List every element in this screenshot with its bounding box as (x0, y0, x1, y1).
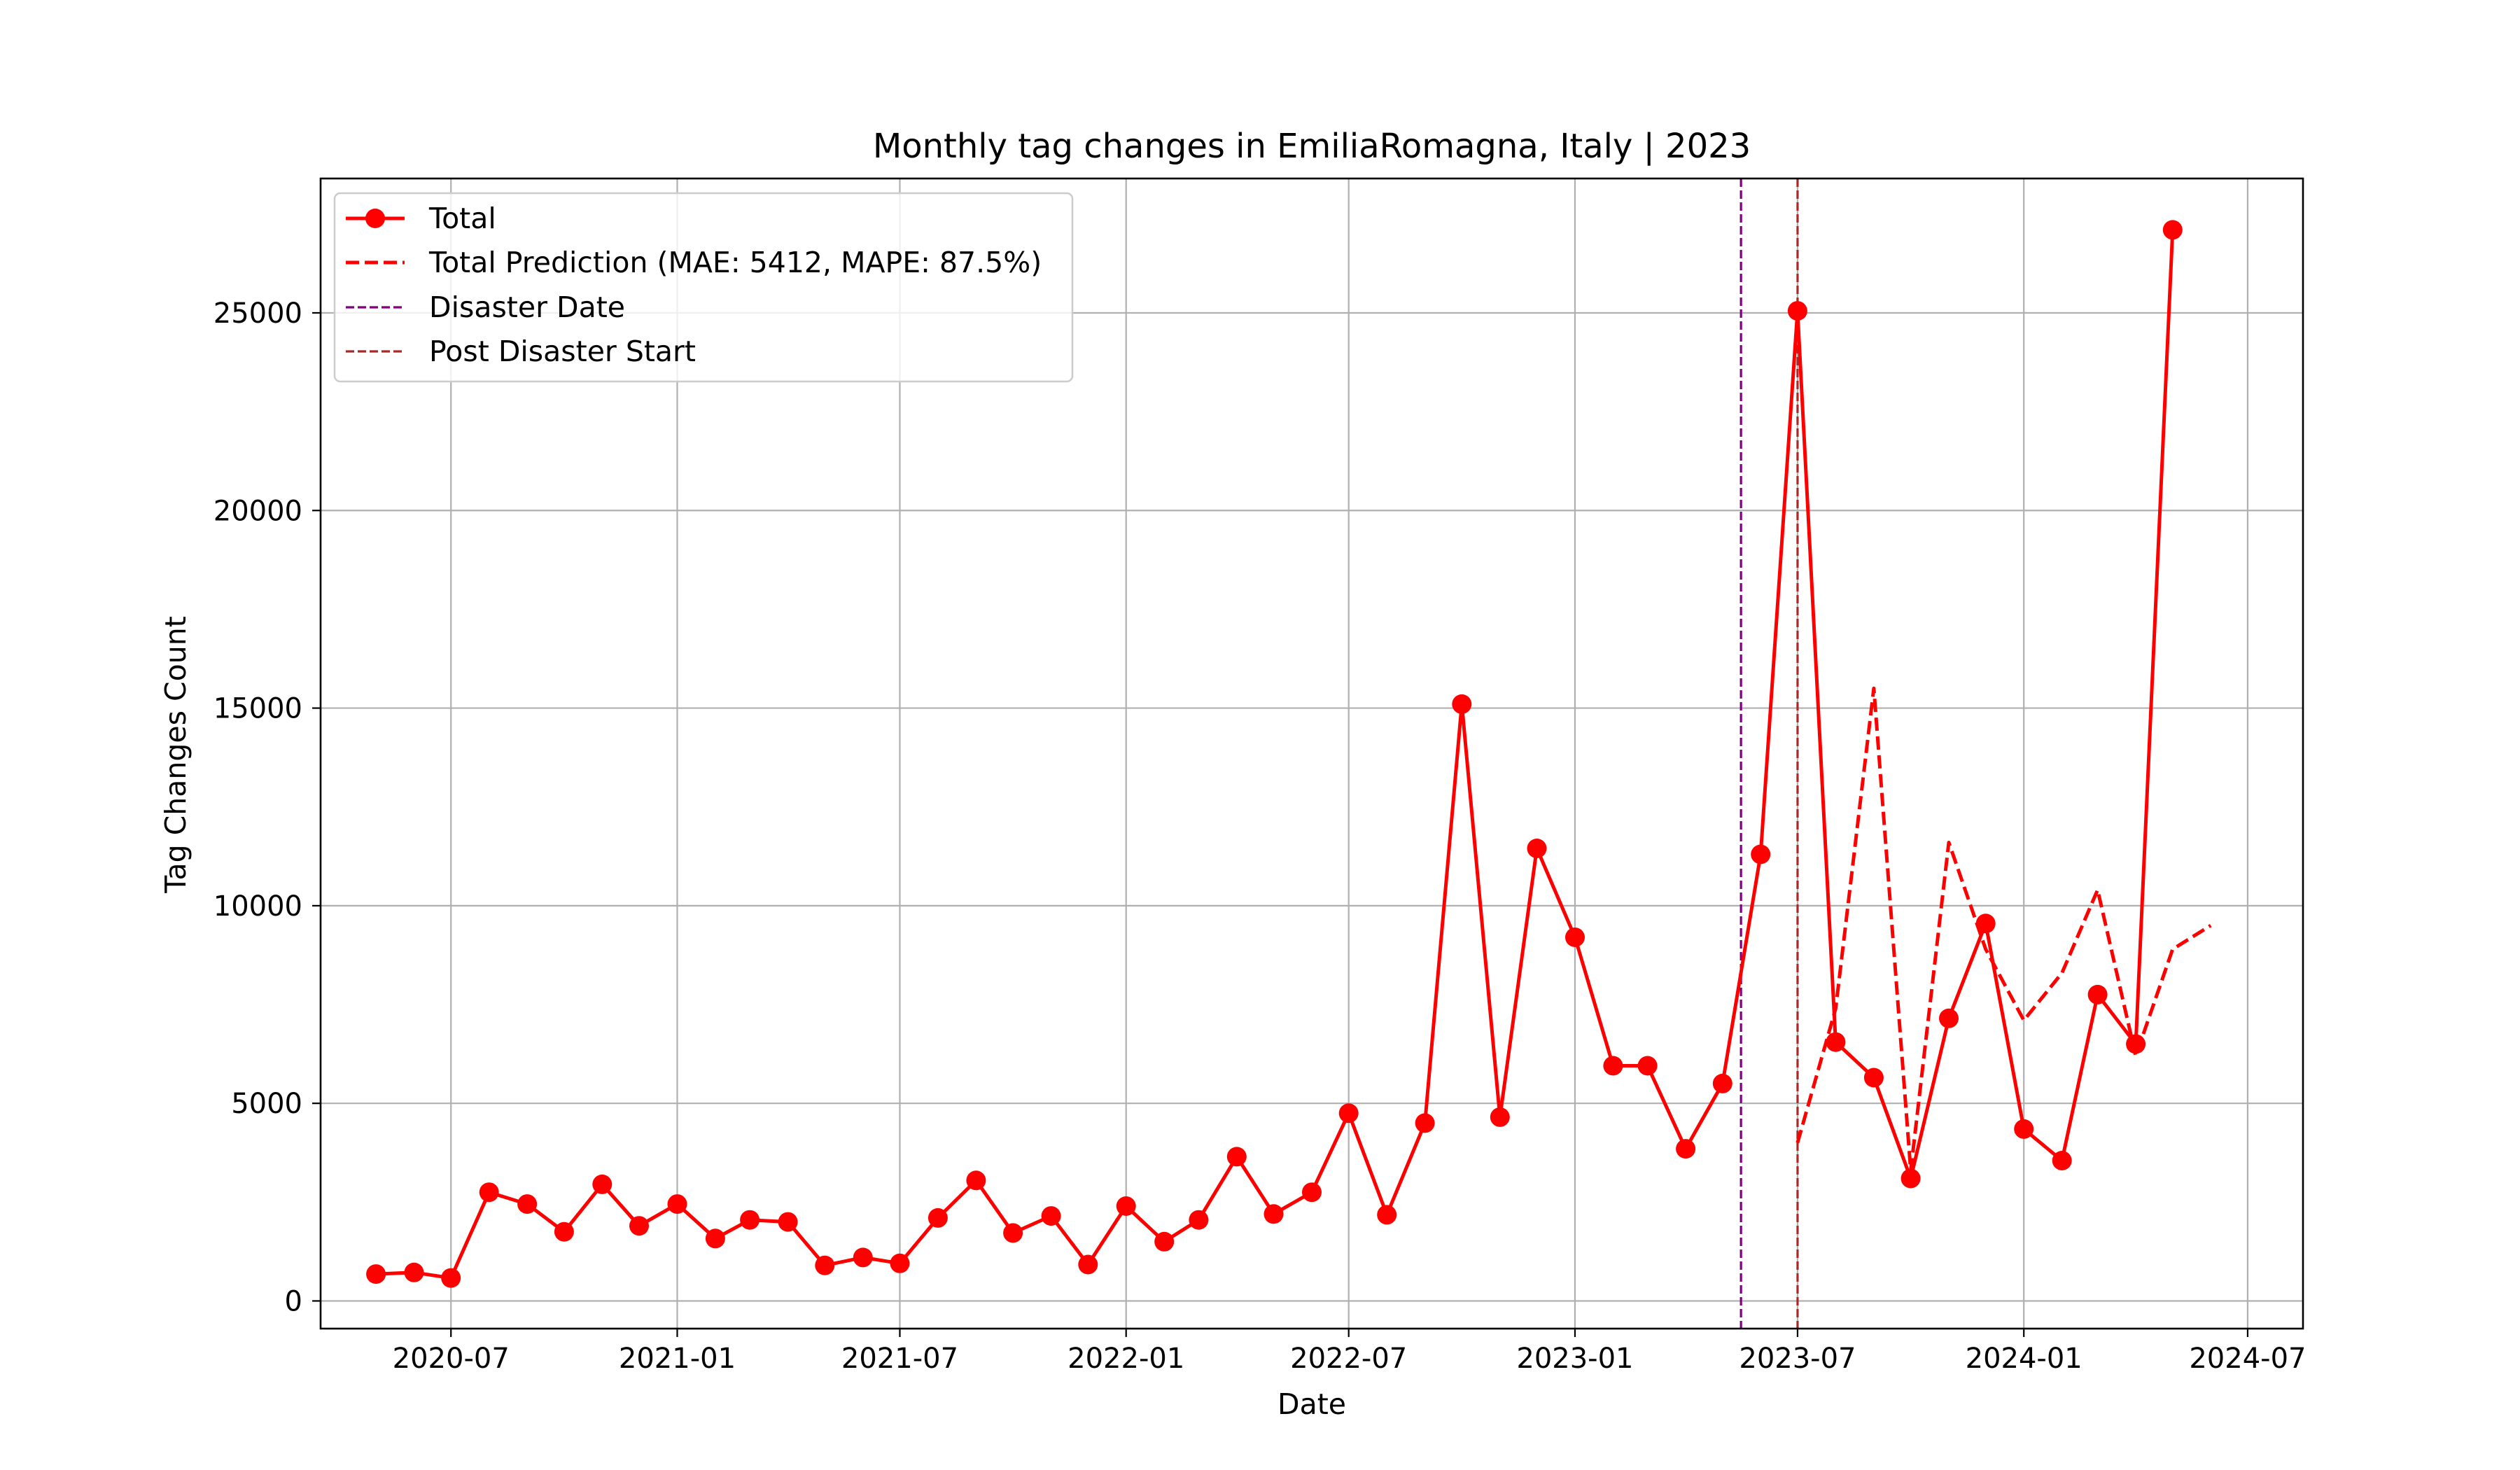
x-tick-label: 2020-07 (393, 1343, 510, 1375)
total-point (366, 1264, 386, 1284)
total-point (1339, 1103, 1359, 1123)
legend-label-total: Total (428, 202, 496, 235)
total-point (1751, 845, 1770, 864)
total-point (1452, 694, 1471, 714)
x-tick-label: 2021-01 (619, 1343, 736, 1375)
total-point (1788, 301, 1807, 321)
total-point (706, 1228, 725, 1248)
total-point (815, 1256, 834, 1275)
total-point (1078, 1255, 1098, 1275)
total-point (668, 1194, 687, 1214)
total-point (1490, 1107, 1510, 1127)
total-point (2014, 1119, 2033, 1139)
total-point (2163, 220, 2183, 239)
x-axis-title: Date (1278, 1387, 1346, 1421)
y-axis-title: Tag Changes Count (159, 616, 192, 894)
total-point (1901, 1169, 1921, 1189)
legend-marker-total (365, 209, 385, 228)
total-point (1042, 1206, 1061, 1226)
x-tick-label: 2022-07 (1290, 1343, 1407, 1375)
total-point (479, 1182, 499, 1202)
x-tick-label: 2022-01 (1068, 1343, 1184, 1375)
total-point (1527, 839, 1547, 858)
total-line (376, 230, 2173, 1278)
y-tick-label: 20000 (214, 495, 302, 527)
total-point (1302, 1182, 1322, 1202)
x-tick-label: 2023-07 (1739, 1343, 1856, 1375)
event-lines (1741, 178, 1798, 1329)
legend-label-disaster-date: Disaster Date (429, 290, 625, 324)
y-tick-label: 25000 (214, 298, 302, 330)
y-tick-label: 15000 (214, 693, 302, 725)
total-point (1264, 1204, 1284, 1224)
legend-label-post-disaster-start: Post Disaster Start (429, 335, 696, 368)
total-point (1377, 1205, 1396, 1224)
total-point (1638, 1056, 1658, 1076)
legend-label-prediction: Total Prediction (MAE: 5412, MAPE: 87.5%… (428, 246, 1042, 279)
total-point (1713, 1074, 1732, 1093)
total-point (2088, 985, 2108, 1004)
y-tick-label: 5000 (231, 1088, 302, 1120)
total-point (1415, 1113, 1435, 1133)
x-tick-label: 2024-01 (1966, 1343, 2082, 1375)
x-tick-label: 2021-07 (841, 1343, 958, 1375)
y-axis-ticks: 0 5000 10000 15000 20000 25000 (214, 298, 321, 1318)
total-point (928, 1208, 948, 1228)
total-point (405, 1263, 424, 1282)
total-point (1565, 927, 1585, 947)
x-tick-label: 2024-07 (2189, 1343, 2306, 1375)
total-point (2126, 1035, 2146, 1054)
total-point (778, 1212, 798, 1232)
total-point (1116, 1196, 1136, 1216)
total-point (1003, 1223, 1023, 1242)
total-point (1676, 1139, 1695, 1158)
x-axis-ticks: 2020-07 2021-01 2021-07 2022-01 2022-07 2023-… (393, 1329, 2306, 1375)
y-tick-label: 0 (285, 1285, 302, 1317)
total-point (966, 1170, 986, 1190)
total-point (890, 1254, 910, 1273)
total-point (629, 1216, 649, 1236)
total-point (554, 1222, 574, 1242)
total-point (740, 1210, 760, 1230)
total-point (441, 1268, 461, 1288)
legend-item-prediction: Total Prediction (MAE: 5412, MAPE: 87.5%… (346, 246, 1042, 279)
total-point (1227, 1147, 1247, 1166)
total-point (1976, 913, 1996, 933)
total-point (592, 1175, 612, 1194)
total-point (1826, 1032, 1845, 1052)
x-tick-label: 2023-01 (1516, 1343, 1633, 1375)
y-tick-label: 10000 (214, 890, 302, 923)
total-point (1864, 1068, 1884, 1088)
chart-title: Monthly tag changes in EmiliaRomagna, It… (873, 127, 1751, 166)
legend: Total Total Prediction (MAE: 5412, MAPE:… (335, 193, 1072, 382)
total-point (853, 1247, 873, 1267)
total-point (1939, 1009, 1959, 1028)
total-point (517, 1194, 537, 1214)
total-point (1603, 1056, 1623, 1076)
total-point (2052, 1151, 2072, 1170)
total-point (1189, 1210, 1208, 1230)
total-point (1154, 1232, 1174, 1252)
